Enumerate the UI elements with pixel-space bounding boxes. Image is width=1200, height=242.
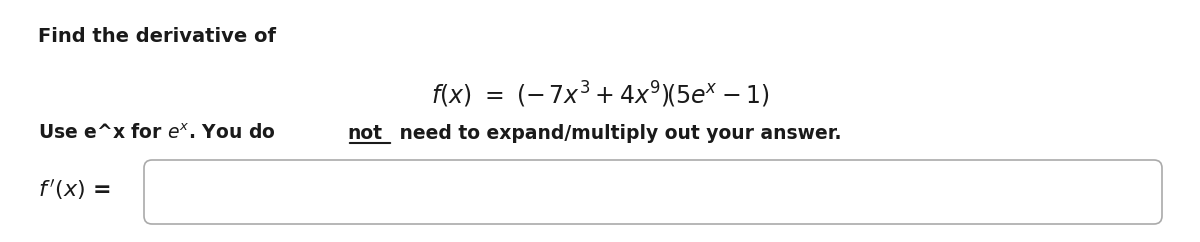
FancyBboxPatch shape [144, 160, 1162, 224]
Text: not: not [347, 124, 382, 143]
Text: Find the derivative of: Find the derivative of [38, 27, 276, 46]
Text: $f(x)\ =\ \left(-\,7x^3 + 4x^9\right)\!\left(5e^{x} - 1\right)$: $f(x)\ =\ \left(-\,7x^3 + 4x^9\right)\!\… [431, 80, 769, 110]
Text: need to expand/multiply out your answer.: need to expand/multiply out your answer. [394, 124, 841, 143]
Text: $f\,'(x)$ =: $f\,'(x)$ = [38, 178, 112, 202]
Text: Use e^x for $e^{x}$. You do: Use e^x for $e^{x}$. You do [38, 124, 276, 144]
